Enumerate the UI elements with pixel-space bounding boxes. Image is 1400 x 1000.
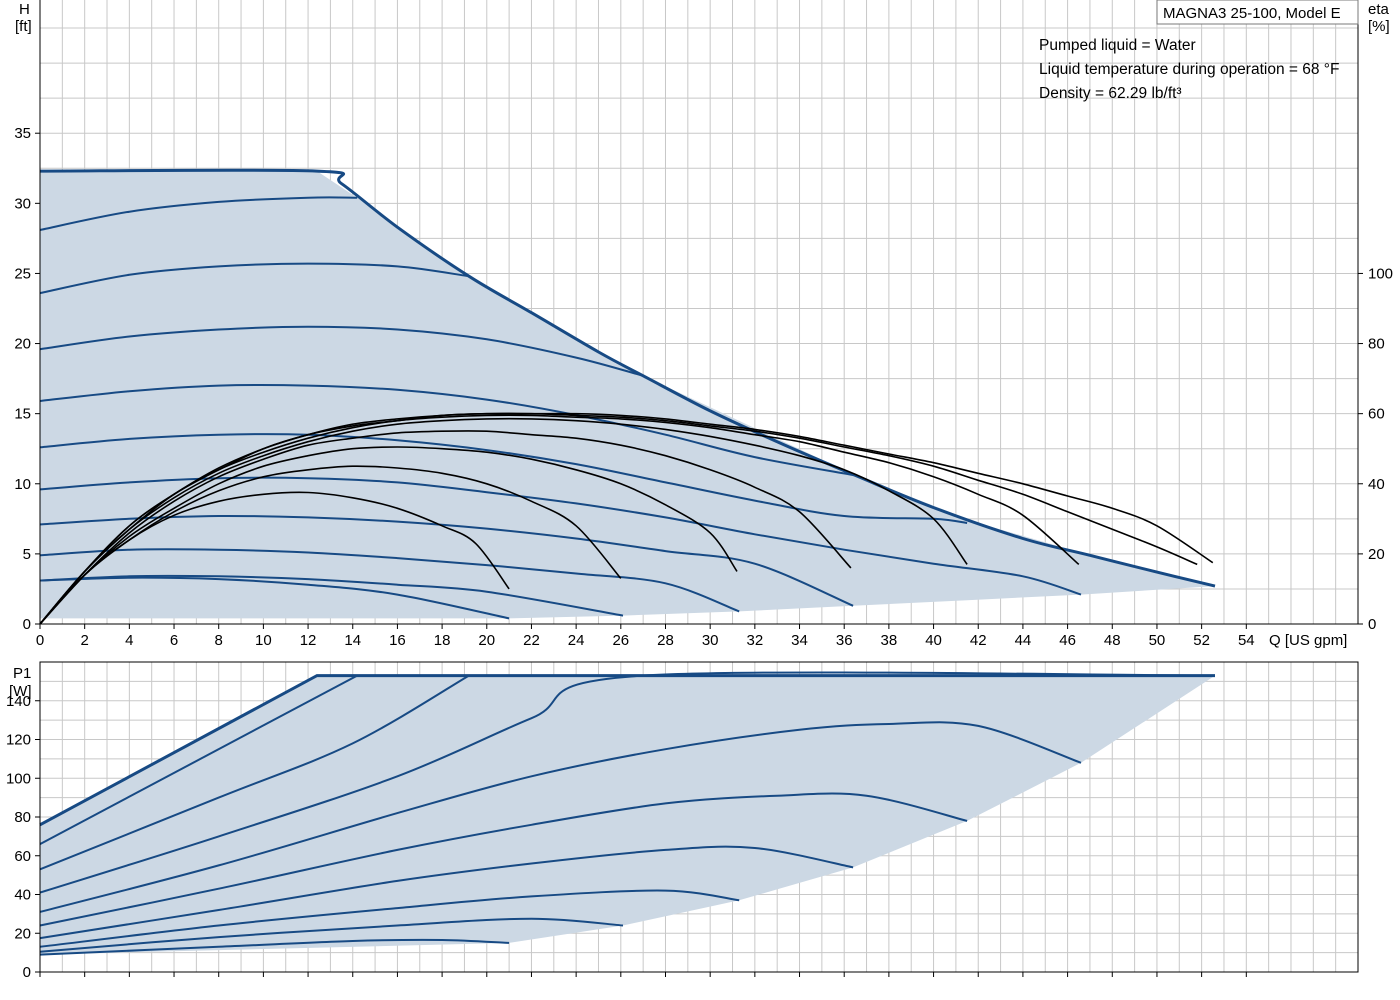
head-curve-9	[39, 574, 624, 617]
flow-tick-label: 28	[657, 632, 674, 649]
power-curve-3	[39, 671, 1216, 894]
flow-tick-label: 16	[389, 632, 406, 649]
flow-tick-label: 10	[255, 632, 272, 649]
power-curve-5	[39, 792, 968, 927]
flow-tick-label: 12	[300, 632, 317, 649]
power-tick-label: 60	[14, 848, 31, 865]
efficiency-curve-5	[39, 417, 968, 625]
eta-axis-label: eta	[1368, 1, 1390, 18]
head-tick-label: 0	[23, 616, 31, 633]
flow-tick-label: 32	[747, 632, 764, 649]
flow-tick-label: 40	[925, 632, 942, 649]
power-flow-chart: 0 20 40 60 80 100 120 140	[6, 661, 1359, 981]
eta-tick-label: 0	[1368, 616, 1376, 633]
efficiency-curve-7	[39, 412, 1198, 625]
flow-tick-label: 52	[1193, 632, 1210, 649]
head-tick-label: 10	[14, 476, 31, 493]
flow-tick-label: 44	[1015, 632, 1032, 649]
flow-tick-label: 22	[523, 632, 540, 649]
flow-tick-label: 30	[702, 632, 719, 649]
power-axis-unit: [W]	[9, 683, 32, 700]
power-tick-label: 0	[23, 964, 31, 981]
eta-tick-label: 60	[1368, 406, 1385, 423]
power-axis-label: P1	[13, 665, 31, 682]
head-tick-label: 15	[14, 406, 31, 423]
power-curve-1	[39, 674, 358, 845]
flow-tick-label: 38	[881, 632, 898, 649]
flow-tick-label: 8	[215, 632, 223, 649]
flow-axis-label: Q [US gpm]	[1269, 632, 1347, 649]
eta-tick-label: 100	[1368, 265, 1393, 282]
flow-tick-label: 18	[434, 632, 451, 649]
power-curve-9	[39, 938, 510, 956]
head-axis-label: H	[19, 1, 30, 18]
head-curve-6	[39, 476, 1082, 596]
flow-tick-label: 26	[612, 632, 629, 649]
head-curve-4	[39, 384, 856, 477]
head-tick-label: 5	[23, 546, 31, 563]
head-curve-1	[39, 196, 358, 231]
chart-title-frame	[1156, 0, 1359, 25]
annotation-pumped-liquid: Pumped liquid = Water	[1039, 37, 1196, 54]
flow-tick-label: 48	[1104, 632, 1121, 649]
chart-annotations: Pumped liquid = Water Liquid temperature…	[1039, 37, 1339, 102]
flow-tick-label: 34	[791, 632, 808, 649]
head-curve-8	[39, 548, 740, 613]
flow-tick-label: 46	[1059, 632, 1076, 649]
flow-tick-label: 42	[970, 632, 987, 649]
head-curve-5	[39, 433, 968, 524]
annotation-density: Density = 62.29 lb/ft³	[1039, 85, 1182, 102]
power-curve-4	[39, 721, 1082, 913]
annotation-liquid-temperature: Liquid temperature during operation = 68…	[1039, 61, 1339, 78]
power-curve-6	[39, 845, 854, 940]
flow-tick-label: 24	[568, 632, 585, 649]
efficiency-curve-8	[39, 412, 1214, 625]
eta-tick-label: 80	[1368, 336, 1385, 353]
flow-tick-label: 2	[81, 632, 89, 649]
power-tick-label: 140	[6, 693, 31, 710]
chart-title-box: MAGNA3 25-100, Model E	[1156, 0, 1359, 25]
flow-tick-label: 0	[36, 632, 44, 649]
power-curve-2	[39, 674, 470, 871]
eta-axis-unit: [%]	[1368, 18, 1390, 35]
head-tick-label: 25	[14, 265, 31, 282]
power-operating-area	[40, 675, 1215, 955]
power-max-curve	[39, 674, 1215, 827]
head-curve-2	[39, 262, 470, 295]
head-curve-7	[39, 514, 854, 607]
power-tick-label: 100	[6, 770, 31, 787]
efficiency-curve-4	[39, 430, 852, 625]
power-curve-8	[39, 917, 624, 953]
efficiency-curve-2	[39, 465, 622, 625]
power-curve-7	[39, 889, 740, 948]
flow-tick-label: 6	[170, 632, 178, 649]
head-tick-label: 35	[14, 125, 31, 142]
power-tick-label: 20	[14, 925, 31, 942]
eta-tick-label: 20	[1368, 546, 1385, 563]
flow-tick-label: 4	[125, 632, 133, 649]
power-tick-label: 120	[6, 732, 31, 749]
head-curve-3	[39, 325, 644, 377]
head-curve-10	[39, 576, 510, 620]
head-tick-label: 30	[14, 195, 31, 212]
head-axis-unit: [ft]	[15, 18, 32, 35]
head-tick-label: 20	[14, 336, 31, 353]
eta-tick-label: 40	[1368, 476, 1385, 493]
flow-tick-label: 36	[836, 632, 853, 649]
flow-tick-label: 50	[1149, 632, 1166, 649]
flow-tick-label: 14	[344, 632, 361, 649]
flow-tick-label: 54	[1238, 632, 1255, 649]
power-tick-label: 40	[14, 887, 31, 904]
power-tick-label: 80	[14, 809, 31, 826]
chart-title: MAGNA3 25-100, Model E	[1163, 5, 1341, 22]
head-max-curve	[39, 168, 1216, 588]
flow-tick-label: 20	[478, 632, 495, 649]
efficiency-curve-3	[39, 446, 738, 625]
head-operating-area	[40, 171, 1215, 619]
